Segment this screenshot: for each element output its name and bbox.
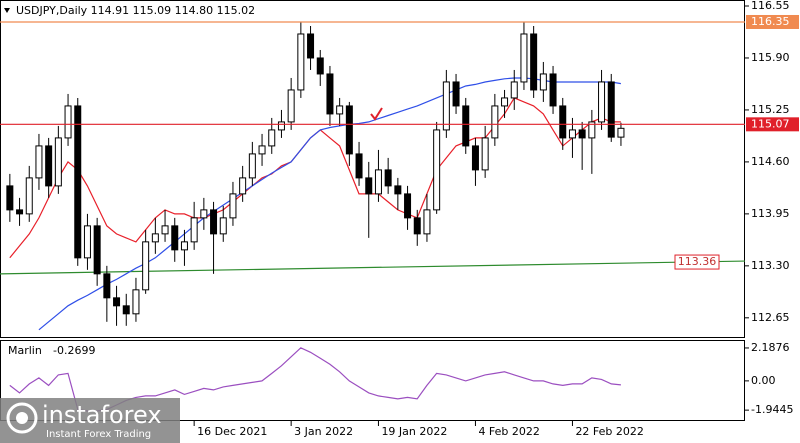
- indicator-title: Marlin: [8, 344, 42, 357]
- candle-body: [365, 177, 373, 195]
- candle-body: [404, 193, 412, 219]
- candle-body: [336, 105, 344, 115]
- candle-body: [239, 177, 247, 195]
- candle-body: [54, 137, 62, 187]
- candle-body: [481, 137, 489, 171]
- logo-icon-core: [16, 412, 28, 424]
- candle-body: [307, 33, 315, 59]
- level-label-box: [746, 14, 799, 29]
- chart-title: USDJPY,Daily 114.91 115.09 114.80 115.02: [16, 4, 255, 17]
- candle-body: [374, 169, 382, 195]
- check-mark: [370, 107, 383, 121]
- x-tick-label: 3 Jan 2022: [294, 425, 353, 438]
- candle-body: [83, 225, 91, 259]
- candle-body: [35, 145, 43, 179]
- candle-body: [103, 273, 111, 299]
- candle-body: [171, 225, 179, 251]
- y-tick-label: -1.9445: [751, 403, 793, 416]
- y-tick-label: 116.55: [751, 0, 790, 12]
- logo-name: instaforex: [42, 401, 162, 429]
- candle-body: [539, 73, 547, 91]
- candle-body: [161, 225, 169, 235]
- candle-body: [113, 297, 121, 307]
- candle-body: [452, 81, 460, 107]
- logo-tagline: Instant Forex Trading: [46, 429, 151, 440]
- logo: instaforex Instant Forex Trading: [0, 398, 180, 443]
- candle-body: [287, 89, 295, 123]
- y-tick-label: 113.30: [751, 259, 790, 272]
- trendline: [0, 260, 746, 275]
- candle-body: [64, 105, 72, 139]
- candle-body: [93, 225, 101, 275]
- candle-body: [316, 57, 324, 75]
- candle-body: [142, 241, 150, 291]
- candle-body: [578, 129, 586, 139]
- candle-body: [462, 105, 470, 147]
- x-tick-label: 16 Dec 2021: [197, 425, 267, 438]
- trendline-label: 113.36: [678, 255, 717, 268]
- candle-body: [25, 177, 33, 215]
- candle-body: [442, 81, 450, 131]
- candle-body: [617, 127, 625, 138]
- x-tick-label: 4 Feb 2022: [478, 425, 539, 438]
- candle-body: [200, 209, 208, 219]
- candle-body: [345, 105, 353, 155]
- candle-body: [132, 289, 140, 315]
- y-tick-label: 114.60: [751, 155, 790, 168]
- candle-body: [326, 73, 334, 115]
- candle-body: [568, 129, 576, 139]
- candle-body: [607, 81, 615, 138]
- candle-body: [413, 217, 421, 235]
- indicator-value: -0.2699: [53, 344, 95, 357]
- candle-body: [180, 241, 188, 251]
- candle-body: [530, 33, 538, 91]
- candle-body: [384, 169, 392, 187]
- y-tick-label: 115.90: [751, 51, 790, 64]
- candle-body: [219, 217, 227, 235]
- candle-body: [122, 305, 130, 315]
- x-tick-label: 19 Jan 2022: [381, 425, 447, 438]
- candle-body: [268, 129, 276, 147]
- y-tick-label: 112.65: [751, 311, 790, 324]
- candle-body: [277, 121, 285, 131]
- candle-body: [559, 105, 567, 139]
- candle-body: [6, 185, 14, 211]
- candle-body: [520, 33, 528, 83]
- candle-body: [151, 233, 159, 243]
- candle-body: [394, 185, 402, 195]
- level-label-box: [746, 117, 799, 132]
- y-tick-label: 113.95: [751, 207, 790, 220]
- candle-body: [45, 145, 53, 187]
- x-tick-label: 22 Feb 2022: [575, 425, 643, 438]
- price-panel: [0, 0, 745, 338]
- candle-body: [423, 209, 431, 235]
- candle-body: [297, 33, 305, 91]
- y-tick-label: 2.1876: [751, 341, 790, 354]
- candle-body: [229, 193, 237, 219]
- candle-body: [491, 105, 499, 139]
- y-tick-label: 0.00: [751, 374, 776, 387]
- candle-body: [74, 105, 82, 259]
- candle-body: [549, 73, 557, 107]
- candle-body: [433, 129, 441, 211]
- level-label: 115.07: [751, 117, 790, 130]
- logo-icon: [6, 402, 38, 434]
- y-tick-label: 115.25: [751, 103, 790, 116]
- menu-arrow: [4, 8, 10, 13]
- candle-body: [471, 145, 479, 171]
- candle-body: [501, 97, 509, 107]
- candle-body: [355, 153, 363, 179]
- candle-body: [190, 217, 198, 243]
- candle-body: [16, 209, 24, 215]
- level-label: 116.35: [751, 15, 790, 28]
- candle-body: [210, 209, 218, 235]
- trendline-label-box: [674, 254, 720, 270]
- candle-body: [510, 81, 518, 99]
- candle-body: [588, 121, 596, 139]
- candle-body: [248, 153, 256, 179]
- candle-body: [258, 145, 266, 155]
- candle-body: [598, 81, 606, 123]
